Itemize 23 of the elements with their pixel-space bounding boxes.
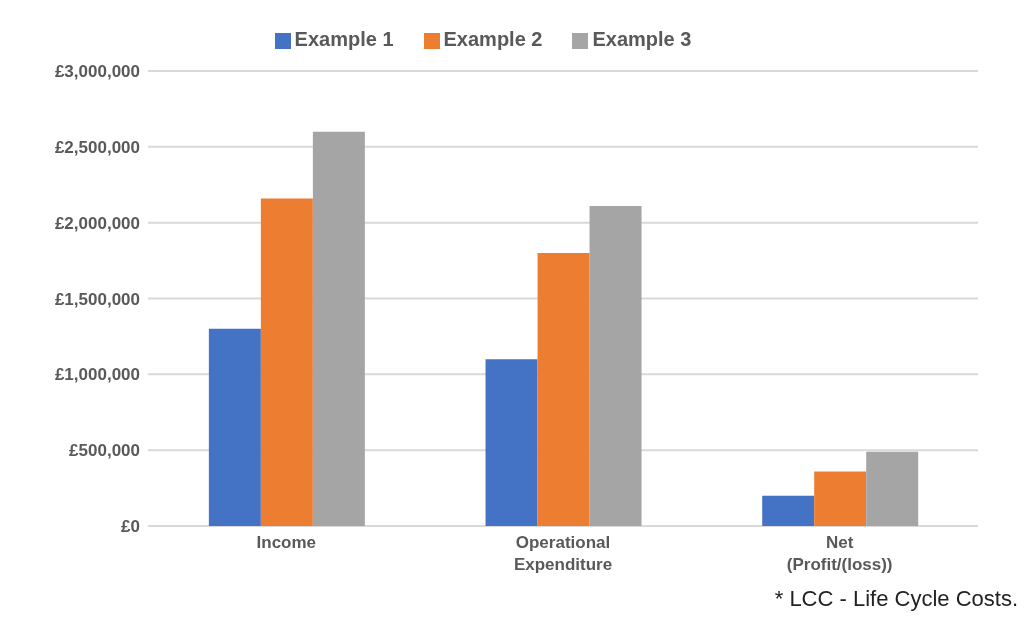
y-tick-label: £2,500,000 xyxy=(54,137,140,157)
bar xyxy=(866,451,919,526)
legend-label: Example 1 xyxy=(294,28,394,50)
bar xyxy=(312,131,365,526)
x-tick-label: Net (Profit/(loss)) xyxy=(786,533,893,574)
bar xyxy=(589,205,642,526)
y-tick-label: £2,000,000 xyxy=(54,213,140,233)
bar xyxy=(485,359,538,526)
y-tick-label: £1,500,000 xyxy=(54,289,140,309)
bar xyxy=(814,471,867,526)
bar xyxy=(208,328,261,526)
y-tick-label: £1,000,000 xyxy=(54,365,140,385)
x-tick-label: Operational Expenditure xyxy=(513,533,613,574)
text: * LCC - Life Cycle Costs. xyxy=(774,586,1018,612)
y-tick-label: £0 xyxy=(121,517,140,537)
bar xyxy=(762,495,815,526)
legend-label: Example 2 xyxy=(443,28,543,50)
y-tick-label: £3,000,000 xyxy=(54,62,140,82)
legend-label: Example 3 xyxy=(592,28,692,50)
y-tick-label: £500,000 xyxy=(69,441,140,461)
x-tick-label: Income xyxy=(256,533,317,552)
bar xyxy=(260,198,313,526)
bar xyxy=(537,253,590,526)
